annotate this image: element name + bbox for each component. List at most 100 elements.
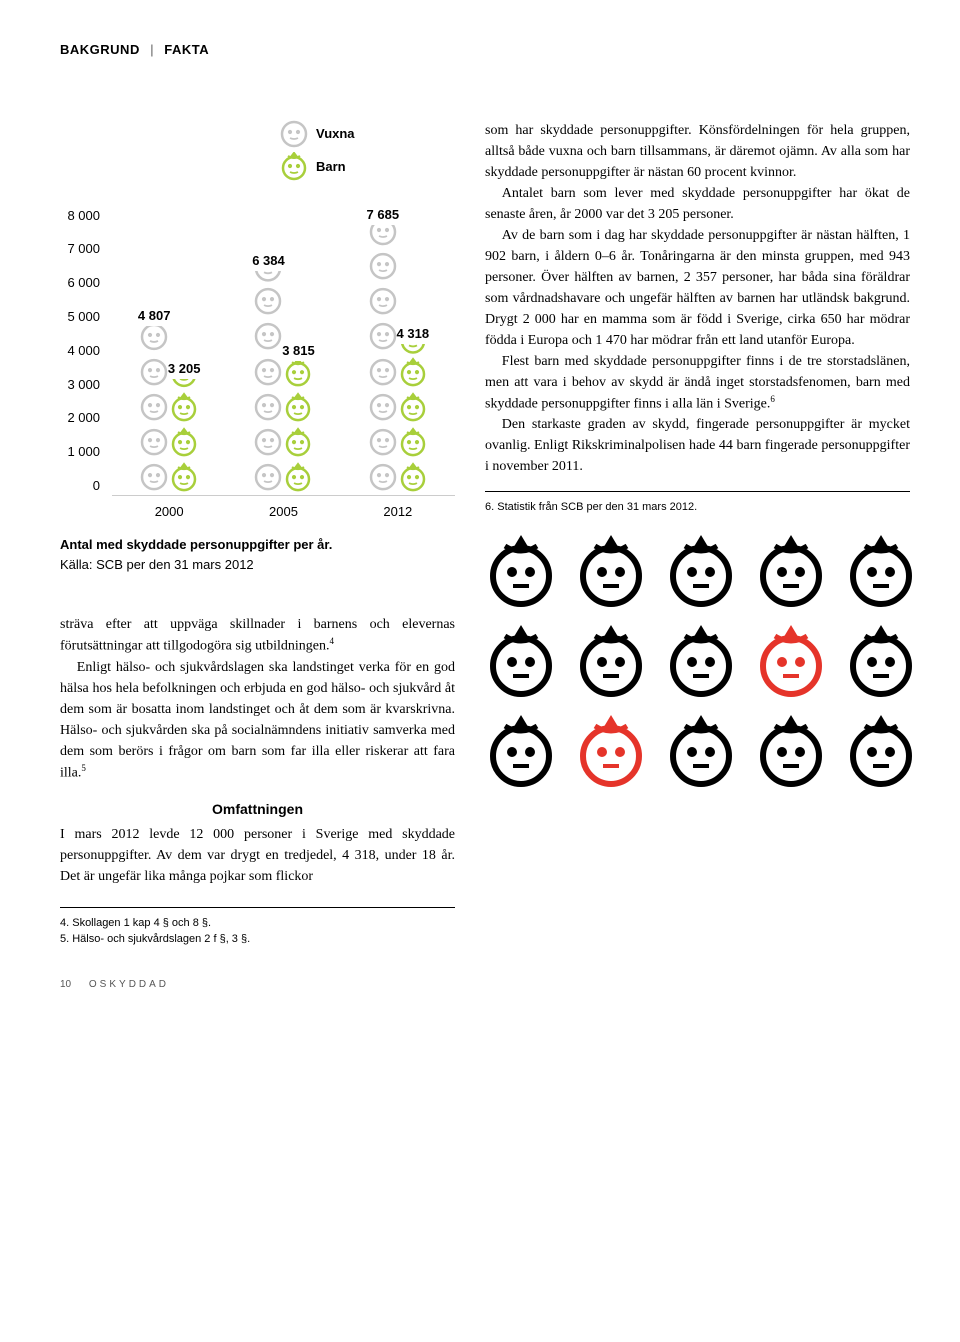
vuxna-icon [140,390,168,424]
right-p4-sup: 6 [770,394,775,404]
vuxna-icon [254,271,282,283]
vuxna-icon [254,319,282,353]
barn-icon [170,390,198,424]
year-group: 7 6854 318 [341,206,455,495]
footnote-4: 4. Skollagen 1 kap 4 § och 8 §. [60,916,455,931]
bar-value-label: 4 318 [397,324,430,344]
vuxna-icon [140,425,168,459]
y-tick: 1 000 [67,442,100,462]
child-icon-red [575,714,647,790]
icon-grid [485,534,910,790]
barn-icon [399,355,427,389]
barn-icon [170,460,198,494]
footer-title: OSKYDDAD [89,979,169,990]
child-icon [575,624,647,700]
vuxna-bar: 6 384 [254,271,282,494]
child-icon [485,624,557,700]
chart-x-axis: 200020052012 [112,496,455,522]
x-label: 2000 [112,496,226,522]
footnote-5: 5. Hälso- och sjukvårdslagen 2 f §, 3 §. [60,932,455,947]
header-part2: FAKTA [164,42,209,57]
child-icon [845,534,917,610]
child-icon [665,714,737,790]
vuxna-icon [254,460,282,494]
vuxna-icon [280,120,308,148]
y-tick: 0 [93,476,100,496]
vuxna-bar: 4 807 [140,326,168,494]
y-tick: 8 000 [67,206,100,226]
vuxna-icon [254,425,282,459]
child-icon [665,534,737,610]
y-tick: 3 000 [67,375,100,395]
section-header: BAKGRUND | FAKTA [60,40,910,60]
left-footnote-rule [60,907,455,908]
vuxna-bar: 7 685 [369,225,397,495]
barn-bar: 4 318 [399,344,427,495]
barn-bar: 3 205 [170,379,198,495]
barn-bar: 3 815 [284,361,312,494]
right-footnote-rule [485,491,910,492]
y-tick: 5 000 [67,307,100,327]
left-p2-sup: 5 [81,763,86,773]
right-p4: Flest barn med skyddade personuppgifter … [485,354,910,412]
barn-icon [399,344,427,354]
right-p2: Antalet barn som lever med skyddade pers… [485,183,910,225]
left-footnotes: 4. Skollagen 1 kap 4 § och 8 §. 5. Hälso… [60,916,455,947]
child-icon-red [755,624,827,700]
vuxna-icon [369,249,397,283]
barn-icon [284,361,312,389]
y-tick: 2 000 [67,408,100,428]
y-tick: 6 000 [67,273,100,293]
child-icon [755,534,827,610]
barn-icon [170,425,198,459]
vuxna-icon [254,390,282,424]
vuxna-icon [369,460,397,494]
year-group: 6 3843 815 [226,206,340,495]
left-p2: Enligt hälso- och sjukvårdslagen ska lan… [60,660,455,781]
barn-icon [280,152,308,182]
right-p1: som har skyddade personuppgifter. Könsfö… [485,120,910,183]
y-tick: 4 000 [67,341,100,361]
child-icon [665,624,737,700]
y-tick: 7 000 [67,239,100,259]
chart-caption: Antal med skyddade personuppgifter per å… [60,535,455,574]
right-footnote: 6. Statistik från SCB per den 31 mars 20… [485,500,910,515]
barn-icon [399,460,427,494]
left-p1: sträva efter att uppväga skillnader i ba… [60,617,455,654]
legend-barn-label: Barn [316,157,346,177]
chart-caption-bold: Antal med skyddade personuppgifter per å… [60,537,332,552]
vuxna-icon [369,319,397,353]
x-label: 2012 [341,496,455,522]
bar-value-label: 3 205 [168,359,201,379]
page-number: 10 [60,979,71,990]
vuxna-icon [140,355,168,389]
right-p3: Av de barn som i dag har skyddade person… [485,225,910,351]
vuxna-icon [369,225,397,248]
child-icon [485,714,557,790]
child-icon [845,714,917,790]
right-p5: Den starkaste graden av skydd, fingerade… [485,414,910,477]
header-part1: BAKGRUND [60,42,140,57]
barn-icon [284,390,312,424]
barn-icon [284,425,312,459]
header-divider: | [150,42,154,57]
bar-value-label: 4 807 [138,306,171,326]
chart-y-axis: 8 000 7 000 6 000 5 000 4 000 3 000 2 000 1 000… [60,206,112,496]
chart-plot: 4 8073 2056 3843 8157 6854 318 [112,206,455,496]
barn-icon [170,379,198,389]
vuxna-icon [254,355,282,389]
subheading-omfattningen: Omfattningen [60,799,455,820]
vuxna-icon [369,355,397,389]
vuxna-icon [369,425,397,459]
vuxna-icon [140,326,168,353]
right-body: som har skyddade personuppgifter. Könsfö… [485,120,910,478]
bar-value-label: 7 685 [367,205,400,225]
chart-caption-source: Källa: SCB per den 31 mars 2012 [60,557,254,572]
barn-icon [399,425,427,459]
barn-icon [399,390,427,424]
legend-vuxna-label: Vuxna [316,124,355,144]
year-group: 4 8073 205 [112,206,226,495]
child-icon [485,534,557,610]
barn-icon [284,460,312,494]
page-footer: 10 OSKYDDAD [60,977,910,992]
